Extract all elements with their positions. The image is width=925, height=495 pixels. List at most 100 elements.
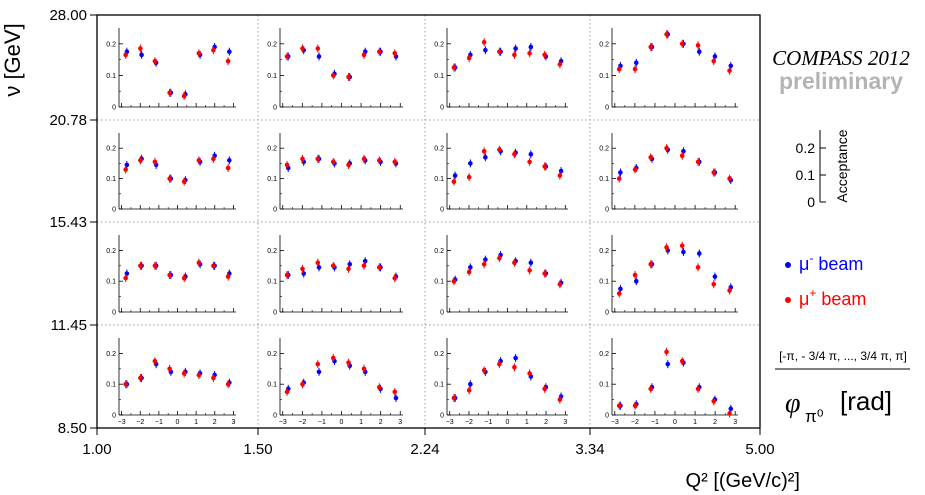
panel-y-tick-label: 0 — [440, 105, 444, 112]
acceptance-panel: 0.20.10−3 −2 −1 0 1 2 3 — [434, 338, 568, 426]
panel-x-tick-label: 1 — [525, 419, 529, 426]
mu-plus-point — [284, 272, 290, 278]
phi-bin-range: [-π, - 3/4 π, ..., 3/4 π, π] — [779, 349, 907, 363]
panel-y-tick-label: 0.1 — [599, 176, 609, 183]
mu-plus-point — [466, 174, 472, 180]
panel-x-tick-label: 3 — [231, 419, 235, 426]
panel-y-tick-label: 0.1 — [434, 73, 444, 80]
mu-plus-point — [392, 275, 398, 281]
mu-plus-point — [152, 58, 158, 64]
legend-label: beam — [813, 254, 864, 274]
mu-minus-point — [513, 46, 518, 51]
mu-plus-point — [196, 50, 202, 56]
panel-y-tick-label: 0.1 — [434, 176, 444, 183]
mu-plus-point — [497, 49, 502, 54]
mu-plus-point — [167, 90, 172, 96]
mu-plus-point — [481, 39, 487, 45]
panel-x-tick-label: −1 — [155, 419, 163, 426]
panel-y-tick-label: 0.1 — [106, 279, 116, 286]
panel-y-tick-label: 0.2 — [599, 41, 609, 48]
mu-plus-point — [727, 68, 732, 73]
mu-plus-point — [196, 158, 202, 163]
x-axis-title: Q² [(GeV/c)²] — [686, 470, 800, 492]
nu-bin-label: 8.50 — [58, 420, 87, 437]
mu-plus-point — [300, 381, 305, 387]
panel-y-tick-label: 0 — [440, 207, 444, 214]
mu-plus-point — [138, 375, 143, 381]
mu-minus-point — [227, 158, 232, 163]
mu-plus-point — [711, 58, 717, 64]
phi-subscript: π⁰ — [805, 407, 824, 426]
panel-x-tick-label: −3 — [118, 419, 126, 426]
mu-plus-point — [497, 255, 502, 261]
mu-plus-point — [481, 261, 487, 267]
mu-plus-point — [481, 368, 487, 373]
panel-x-tick-label: −2 — [298, 419, 306, 426]
mu-plus-point — [542, 52, 547, 58]
mu-plus-point — [376, 384, 382, 390]
panel-y-tick-label: 0.1 — [267, 176, 277, 183]
panel-y-tick-label: 0 — [273, 413, 277, 420]
mu-minus-point — [483, 47, 488, 53]
outer-axes: ν [GeV] Q² [(GeV/c)²] 28.0020.7815.4311.… — [0, 7, 800, 492]
mu-plus-point — [211, 263, 216, 269]
mu-minus-point — [528, 44, 534, 50]
legend-particle: μ — [799, 254, 810, 274]
panel-y-tick-label: 0.2 — [106, 248, 116, 255]
q2-bin-label: 3.34 — [575, 441, 604, 458]
acceptance-key-tick-label: 0.1 — [796, 167, 816, 183]
panel-x-tick-label: −3 — [279, 419, 287, 426]
mu-plus-point — [361, 263, 367, 269]
legend-marker — [785, 262, 791, 269]
mu-minus-point — [665, 361, 671, 367]
panel-x-tick-label: 3 — [398, 419, 402, 426]
mu-plus-point — [211, 375, 216, 381]
mu-plus-point — [632, 403, 638, 409]
panel-y-tick-label: 0.1 — [599, 279, 609, 286]
mu-plus-point — [648, 261, 654, 267]
legend-label: beam — [816, 289, 867, 309]
mu-plus-point — [361, 366, 367, 372]
mu-plus-point — [466, 388, 472, 393]
panel-x-tick-label: 2 — [544, 419, 548, 426]
mu-plus-point — [451, 278, 457, 284]
mu-plus-point — [181, 179, 187, 184]
mu-plus-point — [527, 159, 532, 165]
panel-y-tick-label: 0 — [273, 207, 277, 214]
mu-plus-point — [211, 156, 216, 162]
mu-plus-point — [225, 274, 231, 279]
mu-plus-point — [123, 275, 128, 281]
mu-minus-point — [618, 170, 623, 175]
acceptance-panel: 0.2 0.1 0 — [106, 28, 236, 112]
mu-plus-point — [225, 381, 231, 387]
mu-plus-point — [616, 291, 622, 296]
mu-minus-point — [483, 155, 488, 160]
mu-plus-point — [315, 46, 321, 51]
outer-frame-box — [96, 14, 761, 429]
nu-bin-label: 28.00 — [49, 7, 87, 24]
mu-plus-point — [361, 156, 367, 162]
panel-y-tick-label: 0.1 — [599, 73, 609, 80]
q2-bin-label: 2.24 — [410, 441, 439, 458]
panel-y-tick-label: 0.2 — [106, 41, 116, 48]
panel-x-tick-label: −2 — [136, 419, 144, 426]
acceptance-panel: 0.2 0.1 0 — [267, 235, 403, 317]
mu-plus-point — [330, 263, 336, 269]
panel-y-tick-label: 0.1 — [267, 73, 277, 80]
panel-x-tick-label: 2 — [713, 419, 717, 426]
mu-plus-point — [695, 265, 701, 270]
mu-plus-point — [284, 389, 290, 395]
mu-plus-point — [451, 65, 457, 70]
mu-plus-point — [284, 162, 290, 168]
mu-plus-point — [466, 269, 472, 275]
panel-x-tick-label: −3 — [446, 419, 454, 426]
panel-y-tick-label: 0 — [605, 207, 609, 214]
mu-plus-point — [557, 173, 563, 178]
panel-x-tick-label: 1 — [693, 419, 697, 426]
mu-plus-point — [300, 46, 305, 51]
mu-plus-point — [679, 243, 685, 249]
bin-boundaries — [97, 15, 760, 428]
mu-plus-point — [557, 281, 563, 287]
mu-plus-point — [152, 263, 158, 269]
mu-plus-point — [376, 158, 382, 163]
